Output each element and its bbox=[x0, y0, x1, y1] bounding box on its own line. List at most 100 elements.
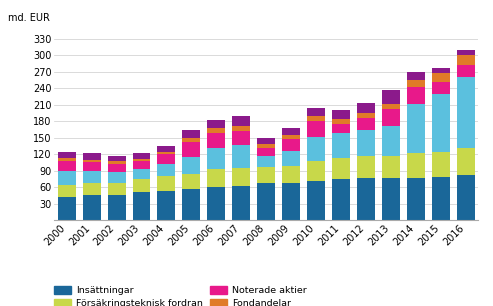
Bar bbox=[58, 151, 76, 158]
Bar bbox=[357, 156, 375, 178]
Bar bbox=[382, 109, 400, 126]
Bar bbox=[307, 181, 325, 220]
Bar bbox=[107, 156, 126, 162]
Bar bbox=[357, 118, 375, 130]
Bar bbox=[208, 169, 225, 187]
Bar bbox=[133, 179, 150, 192]
Bar bbox=[407, 178, 425, 220]
Bar bbox=[407, 80, 425, 87]
Bar bbox=[157, 154, 176, 164]
Bar bbox=[182, 138, 200, 142]
Bar bbox=[257, 148, 275, 156]
Bar bbox=[257, 156, 275, 167]
Bar bbox=[382, 104, 400, 109]
Bar bbox=[307, 162, 325, 181]
Bar bbox=[332, 178, 350, 220]
Bar bbox=[457, 77, 475, 148]
Bar bbox=[232, 168, 250, 186]
Bar bbox=[307, 116, 325, 121]
Bar bbox=[58, 158, 76, 161]
Bar bbox=[107, 183, 126, 195]
Bar bbox=[208, 148, 225, 169]
Bar bbox=[432, 82, 450, 94]
Bar bbox=[432, 177, 450, 220]
Bar bbox=[157, 191, 176, 220]
Bar bbox=[107, 164, 126, 172]
Bar bbox=[157, 146, 176, 152]
Bar bbox=[357, 103, 375, 113]
Bar bbox=[208, 120, 225, 129]
Bar bbox=[307, 137, 325, 162]
Bar bbox=[257, 144, 275, 148]
Bar bbox=[332, 119, 350, 124]
Bar bbox=[307, 108, 325, 116]
Bar bbox=[382, 90, 400, 104]
Bar bbox=[407, 72, 425, 80]
Bar bbox=[133, 161, 150, 169]
Bar bbox=[83, 195, 101, 220]
Bar bbox=[407, 153, 425, 178]
Bar bbox=[457, 50, 475, 55]
Bar bbox=[432, 151, 450, 177]
Bar bbox=[58, 171, 76, 185]
Bar bbox=[133, 159, 150, 161]
Bar bbox=[232, 126, 250, 131]
Bar bbox=[432, 68, 450, 73]
Bar bbox=[157, 176, 176, 191]
Bar bbox=[107, 195, 126, 220]
Legend: Insättningar, Försäkringsteknisk fordran, Övriga aktier och andelar, Noterade ak: Insättningar, Försäkringsteknisk fordran… bbox=[50, 282, 311, 306]
Bar bbox=[382, 178, 400, 220]
Bar bbox=[457, 148, 475, 175]
Bar bbox=[232, 131, 250, 145]
Bar bbox=[282, 166, 300, 183]
Bar bbox=[282, 135, 300, 139]
Bar bbox=[182, 157, 200, 174]
Bar bbox=[83, 183, 101, 195]
Bar bbox=[257, 184, 275, 220]
Bar bbox=[58, 161, 76, 171]
Bar bbox=[457, 175, 475, 220]
Bar bbox=[208, 129, 225, 133]
Bar bbox=[133, 153, 150, 159]
Bar bbox=[232, 186, 250, 220]
Bar bbox=[407, 104, 425, 153]
Bar bbox=[182, 174, 200, 189]
Bar bbox=[382, 156, 400, 178]
Bar bbox=[83, 153, 101, 160]
Bar bbox=[432, 94, 450, 151]
Bar bbox=[157, 152, 176, 154]
Bar bbox=[332, 124, 350, 133]
Bar bbox=[182, 142, 200, 157]
Bar bbox=[282, 129, 300, 135]
Bar bbox=[407, 87, 425, 104]
Bar bbox=[257, 138, 275, 144]
Bar bbox=[83, 160, 101, 162]
Bar bbox=[332, 110, 350, 119]
Bar bbox=[282, 183, 300, 220]
Bar bbox=[357, 130, 375, 156]
Bar bbox=[307, 121, 325, 137]
Bar bbox=[208, 187, 225, 220]
Bar bbox=[282, 151, 300, 166]
Bar bbox=[232, 145, 250, 168]
Bar bbox=[182, 130, 200, 138]
Bar bbox=[332, 133, 350, 158]
Bar bbox=[83, 162, 101, 171]
Bar bbox=[83, 171, 101, 183]
Bar bbox=[107, 162, 126, 164]
Bar bbox=[157, 164, 176, 176]
Text: md. EUR: md. EUR bbox=[7, 13, 49, 23]
Bar bbox=[58, 185, 76, 197]
Bar bbox=[382, 126, 400, 156]
Bar bbox=[282, 139, 300, 151]
Bar bbox=[133, 192, 150, 220]
Bar bbox=[457, 55, 475, 65]
Bar bbox=[457, 65, 475, 77]
Bar bbox=[58, 197, 76, 220]
Bar bbox=[208, 133, 225, 148]
Bar bbox=[133, 169, 150, 179]
Bar bbox=[357, 178, 375, 220]
Bar bbox=[432, 73, 450, 82]
Bar bbox=[107, 172, 126, 183]
Bar bbox=[357, 113, 375, 118]
